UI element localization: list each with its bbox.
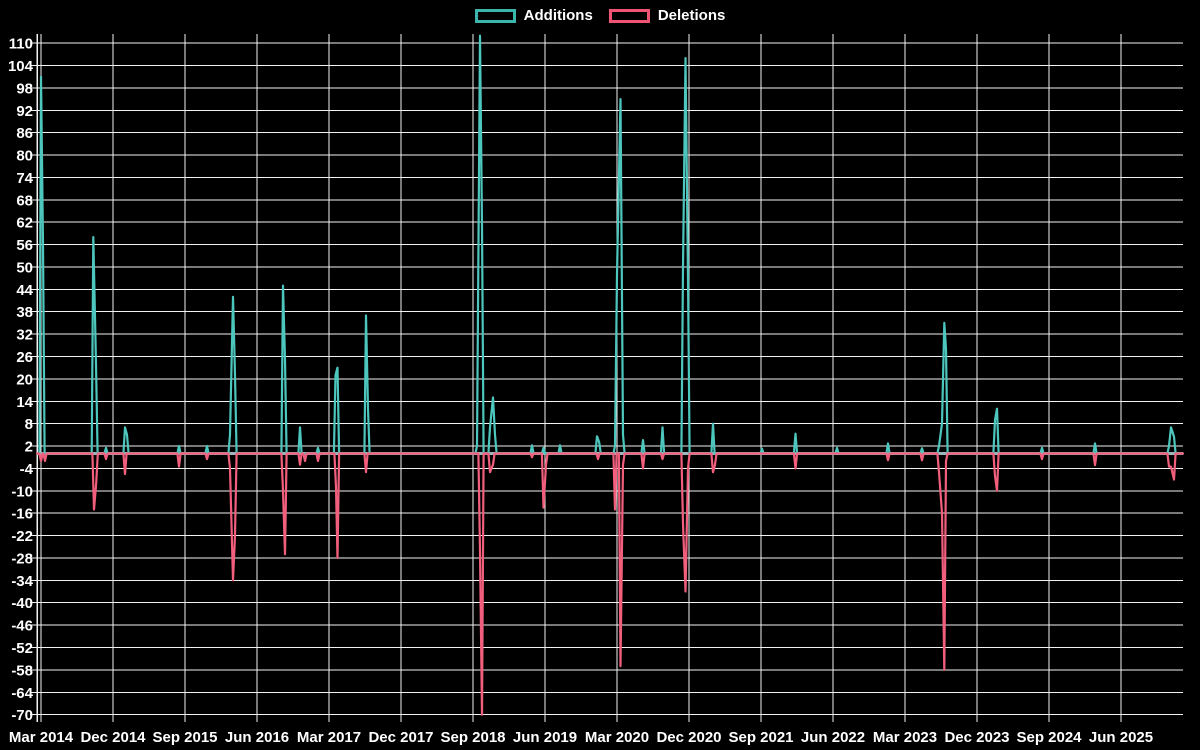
svg-text:56: 56 [16,237,33,254]
svg-text:-70: -70 [11,707,33,724]
svg-text:14: 14 [16,394,33,411]
svg-text:Mar 2017: Mar 2017 [297,729,361,746]
deletions-swatch-icon [608,8,650,23]
svg-text:50: 50 [16,260,33,277]
svg-text:-34: -34 [11,573,33,590]
svg-text:Dec 2023: Dec 2023 [944,729,1009,746]
svg-text:92: 92 [16,103,33,120]
deletions-series-line [35,452,1185,716]
svg-text:Mar 2023: Mar 2023 [873,729,937,746]
svg-text:Jun 2025: Jun 2025 [1089,729,1153,746]
svg-text:Dec 2020: Dec 2020 [656,729,721,746]
svg-text:80: 80 [16,148,33,165]
svg-text:Sep 2024: Sep 2024 [1016,729,1082,746]
svg-text:-64: -64 [11,685,33,702]
svg-text:-16: -16 [11,506,33,523]
x-axis-labels: Mar 2014 Dec 2014 Sep 2015 Jun 2016 Mar 2017… [9,729,1153,746]
legend-label-deletions: Deletions [657,7,726,24]
svg-text:-40: -40 [11,595,33,612]
svg-text:Jun 2022: Jun 2022 [801,729,865,746]
svg-text:Dec 2014: Dec 2014 [80,729,146,746]
svg-text:-52: -52 [11,640,33,657]
svg-text:62: 62 [16,215,33,232]
svg-text:-46: -46 [11,618,33,635]
svg-text:86: 86 [16,125,33,142]
svg-text:Sep 2018: Sep 2018 [440,729,505,746]
additions-series-line [35,34,1185,455]
svg-text:110: 110 [9,36,33,53]
svg-text:26: 26 [16,349,33,366]
svg-text:-22: -22 [11,528,33,545]
legend-item-deletions[interactable]: Deletions [608,7,726,24]
grid-lines [30,34,1183,722]
svg-text:32: 32 [16,327,33,344]
svg-text:-4: -4 [20,461,34,478]
svg-text:20: 20 [16,371,33,388]
svg-text:44: 44 [16,282,33,299]
svg-text:2: 2 [25,439,33,456]
svg-text:Sep 2021: Sep 2021 [728,729,793,746]
svg-text:Mar 2020: Mar 2020 [585,729,649,746]
svg-text:Dec 2017: Dec 2017 [368,729,433,746]
svg-text:-58: -58 [11,662,33,679]
additions-swatch-icon [474,8,516,23]
svg-text:-10: -10 [11,483,33,500]
svg-text:Mar 2014: Mar 2014 [9,729,74,746]
legend-label-additions: Additions [523,7,593,24]
svg-text:Jun 2016: Jun 2016 [225,729,289,746]
svg-text:8: 8 [25,416,33,433]
legend-item-additions[interactable]: Additions [474,7,593,24]
chart-legend: Additions Deletions [0,8,1200,23]
svg-text:38: 38 [16,304,33,321]
svg-text:68: 68 [16,192,33,209]
svg-text:104: 104 [8,58,34,75]
svg-text:-28: -28 [11,551,33,568]
y-axis-labels: 110 104 98 92 86 80 74 68 62 56 50 44 38 32 26 20 14 8 2 -4… [8,36,34,724]
svg-text:74: 74 [16,170,33,187]
svg-text:Jun 2019: Jun 2019 [513,729,577,746]
svg-text:98: 98 [16,80,33,97]
svg-text:Sep 2015: Sep 2015 [152,729,217,746]
